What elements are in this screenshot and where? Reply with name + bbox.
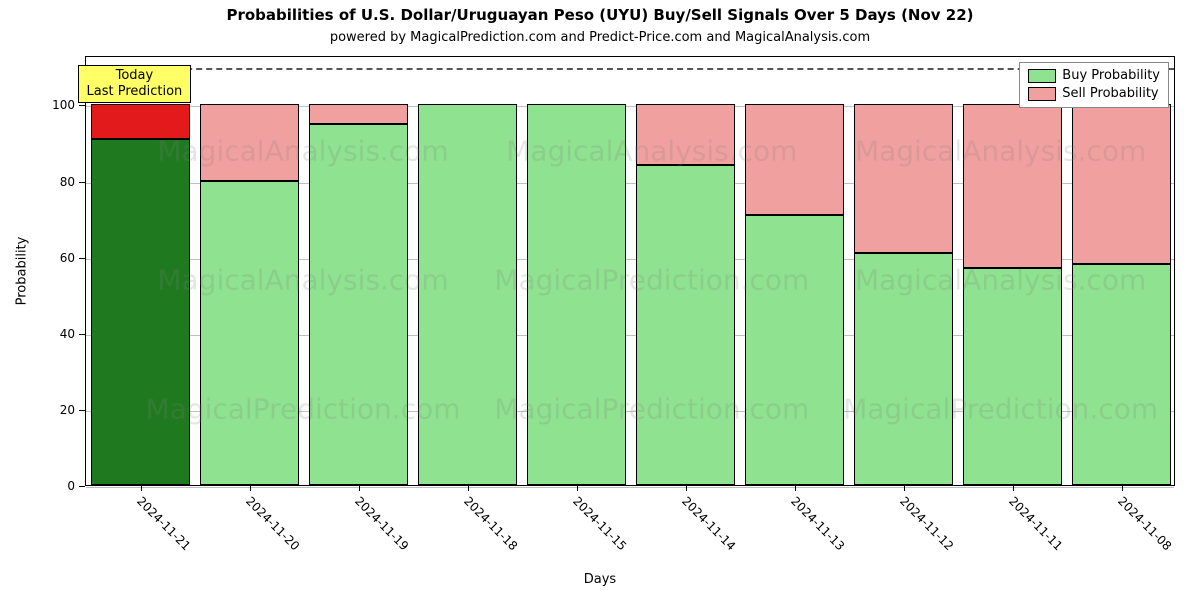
bar-stack: [745, 55, 843, 485]
y-tick: [79, 410, 85, 411]
bar-stack: [636, 55, 734, 485]
x-tick-label: 2024-11-21: [134, 494, 193, 553]
y-tick-label: 40: [0, 327, 75, 341]
sell-bar: [854, 104, 952, 252]
y-tick-label: 0: [0, 479, 75, 493]
x-tick: [686, 485, 687, 491]
sell-bar: [200, 104, 298, 180]
bar-stack: [1072, 55, 1170, 485]
x-tick-label: 2024-11-14: [679, 494, 738, 553]
sell-bar: [963, 104, 1061, 268]
legend-label: Buy Probability: [1062, 67, 1160, 85]
bar-stack: [527, 55, 625, 485]
x-axis-label: Days: [0, 572, 1200, 587]
y-tick: [79, 334, 85, 335]
buy-bar: [854, 253, 952, 485]
x-tick-label: 2024-11-13: [788, 494, 847, 553]
x-tick: [359, 485, 360, 491]
legend-swatch: [1028, 69, 1056, 83]
x-tick-label: 2024-11-11: [1006, 494, 1065, 553]
sell-bar: [1072, 104, 1170, 264]
buy-bar: [91, 139, 189, 485]
plot-area: [85, 56, 1175, 486]
y-tick-label: 20: [0, 403, 75, 417]
buy-bar: [527, 104, 625, 485]
x-tick-label: 2024-11-15: [570, 494, 629, 553]
x-tick: [577, 485, 578, 491]
bar-stack: [418, 55, 516, 485]
chart-subtitle: powered by MagicalPrediction.com and Pre…: [0, 30, 1200, 45]
buy-bar: [963, 268, 1061, 485]
today-line1: Today: [87, 68, 183, 84]
buy-bar: [418, 104, 516, 485]
x-tick: [141, 485, 142, 491]
legend-item: Buy Probability: [1028, 67, 1160, 85]
buy-bar: [1072, 264, 1170, 485]
chart-container: Probabilities of U.S. Dollar/Uruguayan P…: [0, 0, 1200, 600]
bar-stack: [309, 55, 407, 485]
sell-bar: [745, 104, 843, 214]
x-tick: [795, 485, 796, 491]
y-tick: [79, 258, 85, 259]
x-tick: [468, 485, 469, 491]
x-tick-label: 2024-11-12: [897, 494, 956, 553]
legend-swatch: [1028, 87, 1056, 101]
sell-bar: [636, 104, 734, 165]
today-line2: Last Prediction: [87, 84, 183, 100]
chart-title: Probabilities of U.S. Dollar/Uruguayan P…: [0, 6, 1200, 24]
x-tick: [1013, 485, 1014, 491]
x-tick: [1122, 485, 1123, 491]
x-tick: [904, 485, 905, 491]
y-tick-label: 100: [0, 98, 75, 112]
buy-bar: [636, 165, 734, 485]
buy-bar: [200, 181, 298, 485]
bar-stack: [963, 55, 1061, 485]
sell-bar: [91, 104, 189, 138]
y-tick: [79, 486, 85, 487]
y-tick-label: 80: [0, 175, 75, 189]
legend-label: Sell Probability: [1062, 85, 1158, 103]
x-tick-label: 2024-11-19: [352, 494, 411, 553]
y-tick: [79, 105, 85, 106]
x-tick-label: 2024-11-18: [461, 494, 520, 553]
buy-bar: [745, 215, 843, 485]
today-annotation: Today Last Prediction: [78, 65, 192, 102]
legend: Buy ProbabilitySell Probability: [1019, 62, 1169, 108]
x-tick-label: 2024-11-08: [1115, 494, 1174, 553]
legend-item: Sell Probability: [1028, 85, 1160, 103]
y-tick-label: 60: [0, 251, 75, 265]
y-tick: [79, 182, 85, 183]
sell-bar: [309, 104, 407, 123]
x-tick-label: 2024-11-20: [243, 494, 302, 553]
bar-stack: [200, 55, 298, 485]
bar-stack: [854, 55, 952, 485]
bar-stack: [91, 55, 189, 485]
y-axis-label: Probability: [15, 237, 30, 306]
buy-bar: [309, 124, 407, 486]
x-tick: [250, 485, 251, 491]
